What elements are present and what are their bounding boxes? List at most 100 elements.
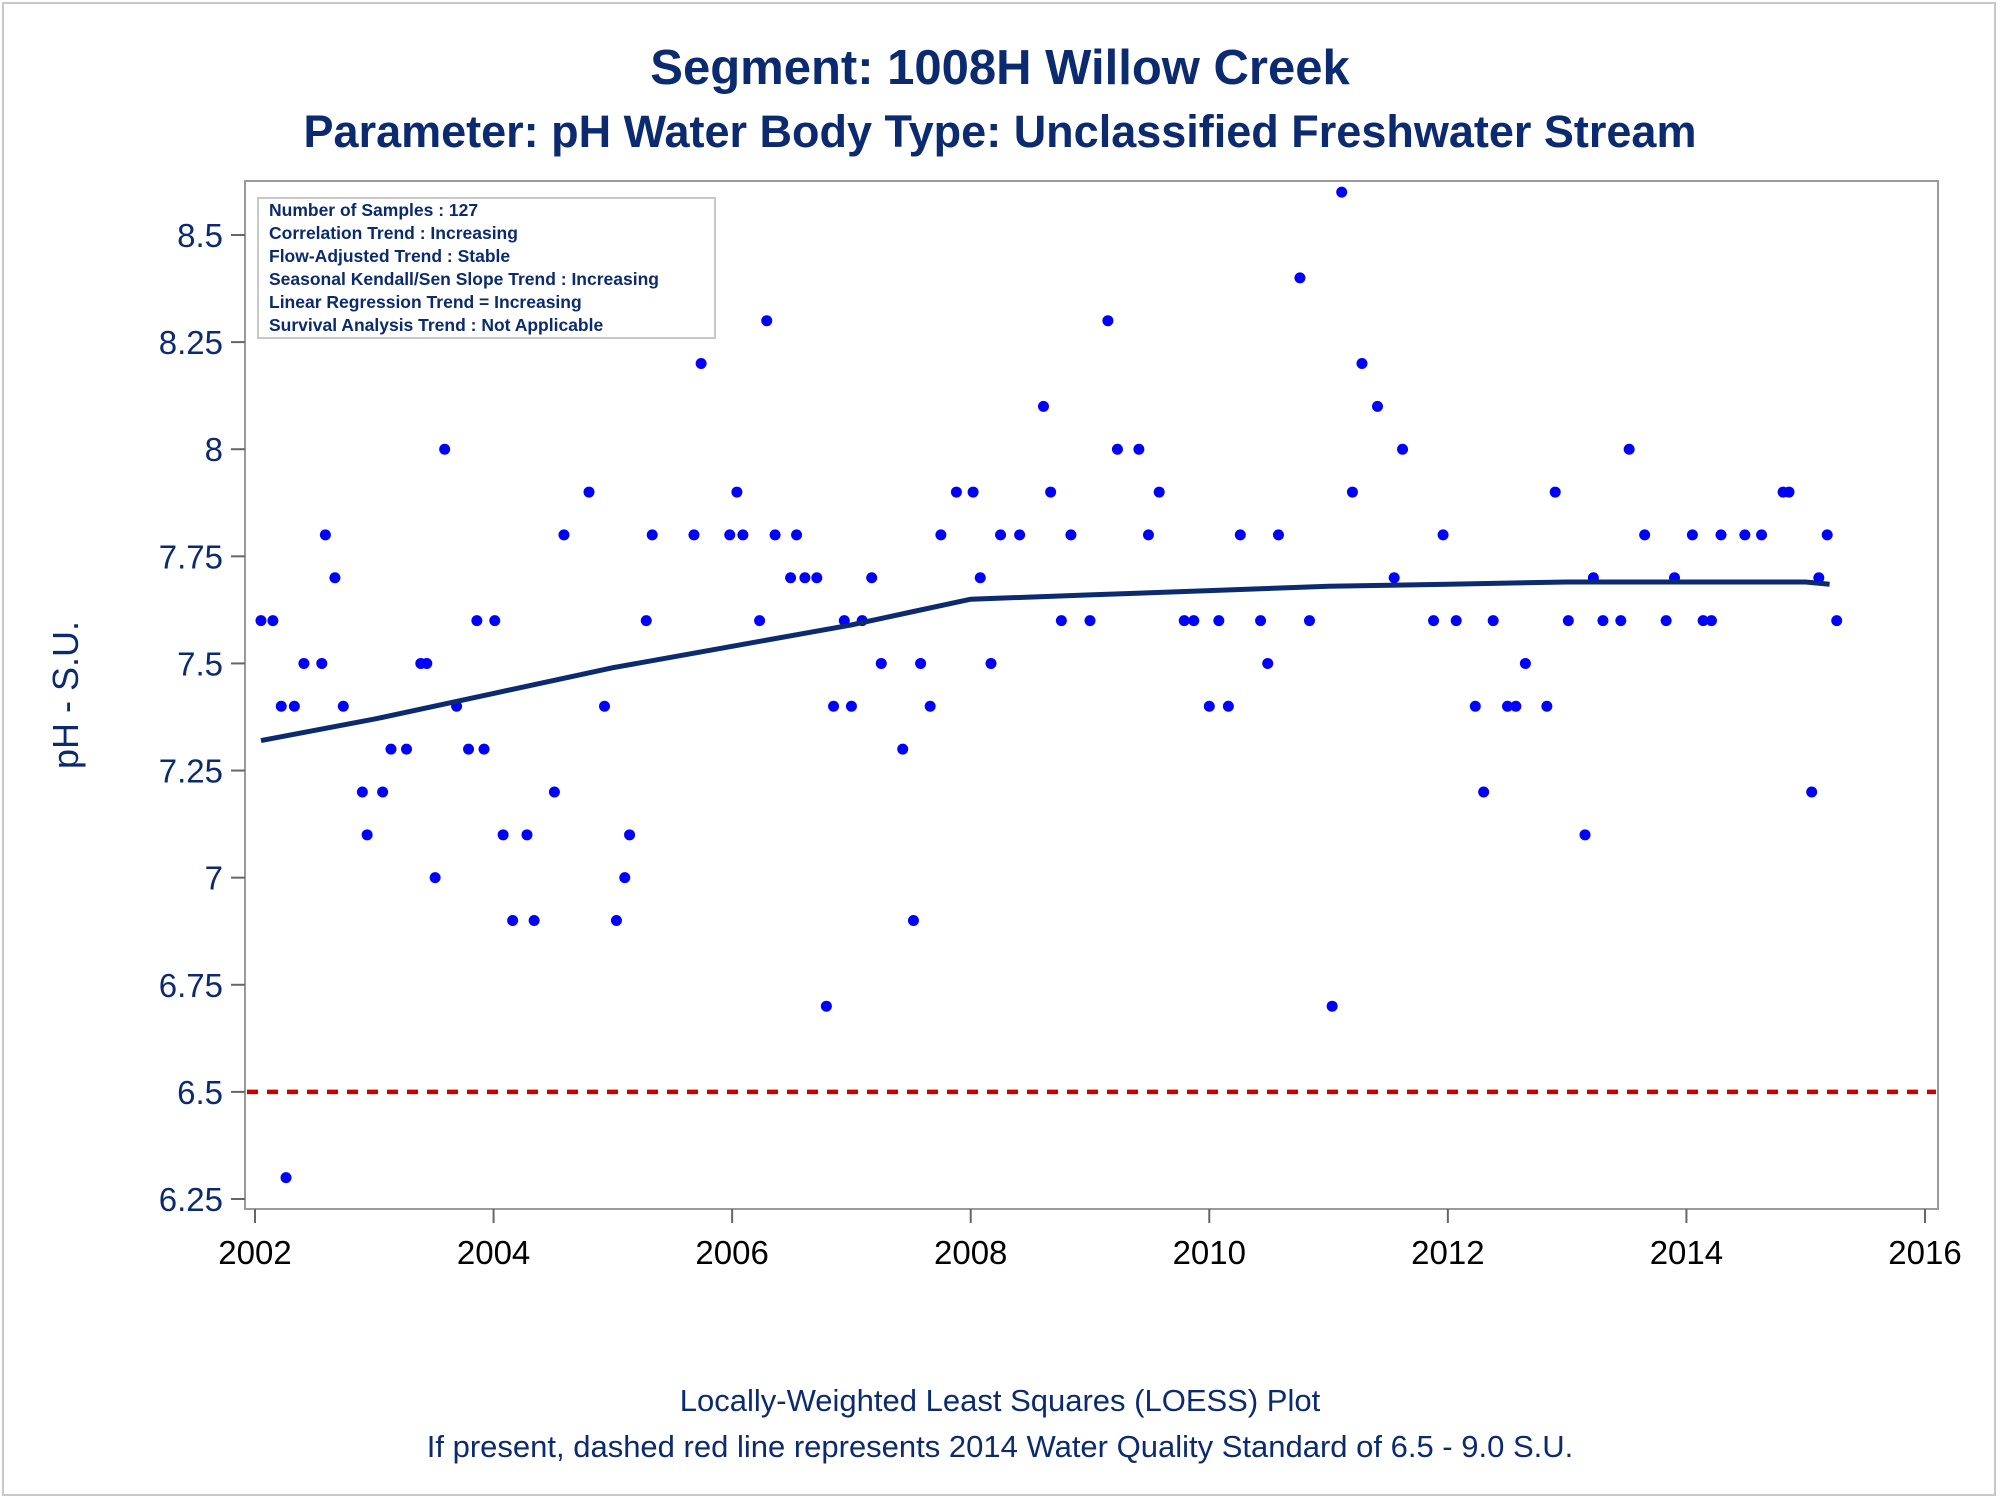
data-point (558, 529, 570, 541)
data-point (337, 700, 349, 712)
data-point (548, 786, 560, 798)
data-point (280, 1172, 292, 1184)
y-axis: 6.25 6.5 6.75 7 7.25 7.5 7.75 8 8.25 8.5 (159, 217, 245, 1218)
data-point (799, 572, 811, 584)
data-point (1478, 786, 1490, 798)
data-point (1623, 443, 1635, 455)
stats-box: Number of Samples : 127 Correlation Tren… (257, 197, 716, 339)
data-point (361, 829, 373, 841)
y-tick-label: 7.25 (159, 753, 223, 790)
data-point (1213, 615, 1225, 627)
data-point (866, 572, 878, 584)
data-point (1346, 486, 1358, 498)
data-point (1519, 657, 1531, 669)
data-point (471, 615, 483, 627)
stats-flow-adjusted-trend: Flow-Adjusted Trend : Stable (269, 246, 510, 266)
y-tick-label: 8.25 (159, 324, 223, 361)
data-point (1397, 443, 1409, 455)
data-point (1203, 700, 1215, 712)
data-point (935, 529, 947, 541)
data-point (754, 615, 766, 627)
x-tick-label: 2002 (218, 1234, 291, 1271)
data-point (1487, 615, 1499, 627)
data-point (267, 615, 279, 627)
data-point (1055, 615, 1067, 627)
x-tick-label: 2012 (1411, 1234, 1484, 1271)
data-point (875, 657, 887, 669)
x-tick-label: 2014 (1650, 1234, 1723, 1271)
data-point (385, 743, 397, 755)
data-point (695, 358, 707, 370)
data-point (298, 657, 310, 669)
y-tick-label: 7.75 (159, 538, 223, 575)
data-point (1437, 529, 1449, 541)
data-point (1262, 657, 1274, 669)
data-point (478, 743, 490, 755)
data-point (1428, 615, 1440, 627)
data-point (1806, 786, 1818, 798)
data-point (1450, 615, 1462, 627)
data-point (429, 872, 441, 884)
data-point (640, 615, 652, 627)
data-point (619, 872, 631, 884)
stats-seasonal-kendall-trend: Seasonal Kendall/Sen Slope Trend : Incre… (269, 269, 659, 289)
y-tick-label: 6.75 (159, 967, 223, 1004)
data-point (1371, 400, 1383, 412)
data-point (316, 657, 328, 669)
y-tick-label: 8.5 (177, 217, 223, 254)
data-point (688, 529, 700, 541)
stats-samples: Number of Samples : 127 (269, 200, 478, 220)
data-point (377, 786, 389, 798)
data-point (985, 657, 997, 669)
data-point (1234, 529, 1246, 541)
data-point (489, 615, 501, 627)
data-point (1597, 615, 1609, 627)
data-point (1326, 1000, 1338, 1012)
data-point (1255, 615, 1267, 627)
x-axis: 2002 2004 2006 2008 2010 2012 2014 2016 (218, 1209, 1962, 1271)
data-point (1686, 529, 1698, 541)
data-point (974, 572, 986, 584)
y-tick-label: 6.25 (159, 1181, 223, 1218)
data-point (1037, 400, 1049, 412)
data-point (1356, 358, 1368, 370)
data-point (1133, 443, 1145, 455)
data-point (497, 829, 509, 841)
data-point (924, 700, 936, 712)
y-axis-label: pH - S.U. (45, 621, 86, 769)
data-point (1188, 615, 1200, 627)
data-point (528, 915, 540, 927)
data-point (791, 529, 803, 541)
data-point (583, 486, 595, 498)
data-point (820, 1000, 832, 1012)
data-point (828, 700, 840, 712)
stats-correlation-trend: Correlation Trend : Increasing (269, 223, 518, 243)
data-point (319, 529, 331, 541)
data-point (1562, 615, 1574, 627)
data-point (1697, 615, 1709, 627)
footnote-loess: Locally-Weighted Least Squares (LOESS) P… (680, 1383, 1321, 1418)
stats-survival-analysis-trend: Survival Analysis Trend : Not Applicable (269, 315, 603, 335)
y-tick-label: 7.5 (177, 645, 223, 682)
chart-subtitle: Parameter: pH Water Body Type: Unclassif… (304, 106, 1697, 157)
x-tick-label: 2010 (1173, 1234, 1246, 1271)
data-point (275, 700, 287, 712)
data-point (907, 915, 919, 927)
data-point (521, 829, 533, 841)
data-points (255, 186, 1843, 1184)
data-point (1705, 615, 1717, 627)
data-point (1549, 486, 1561, 498)
data-point (329, 572, 341, 584)
data-point (1469, 700, 1481, 712)
data-point (785, 572, 797, 584)
data-point (845, 700, 857, 712)
x-tick-label: 2008 (934, 1234, 1007, 1271)
data-point (1510, 700, 1522, 712)
data-point (967, 486, 979, 498)
data-point (1579, 829, 1591, 841)
data-point (439, 443, 451, 455)
y-tick-label: 8 (205, 431, 223, 468)
data-point (288, 700, 300, 712)
